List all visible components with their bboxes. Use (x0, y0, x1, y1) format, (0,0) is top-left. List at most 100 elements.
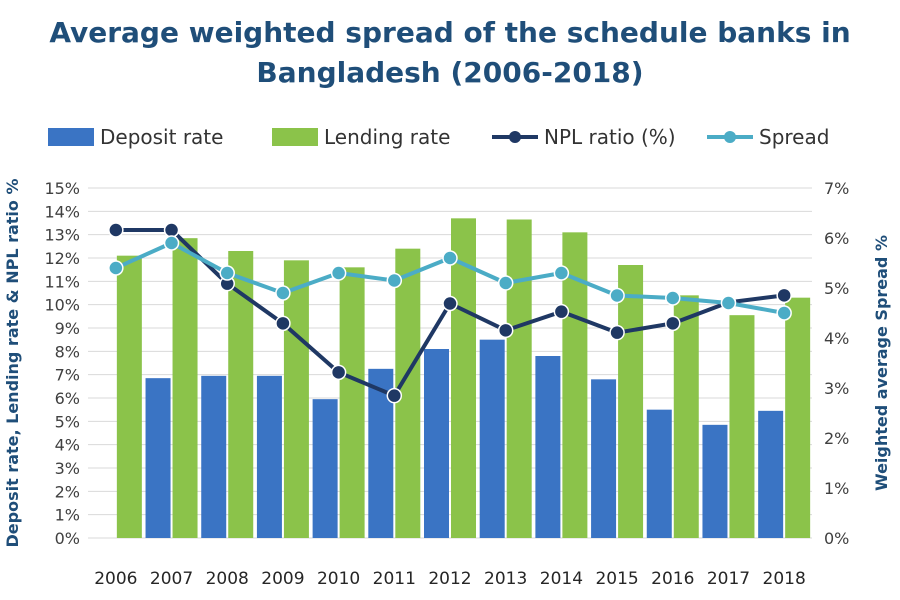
bar-deposit-rate-2014 (535, 356, 561, 538)
bar-deposit-rate-2017 (702, 424, 728, 538)
bar-deposit-rate-2010 (312, 399, 338, 538)
left-tick-label-7: 7% (55, 366, 80, 385)
bar-lending-rate-2018 (785, 297, 811, 538)
point-npl-ratio-2018 (776, 287, 792, 304)
bar-deposit-rate-2008 (201, 375, 227, 538)
legend-marker-npl-ratio (509, 131, 521, 143)
legend-marker-spread (724, 131, 736, 143)
point-npl-ratio-2009 (275, 315, 291, 332)
x-tick-label-2016: 2016 (651, 569, 694, 589)
bar-lending-rate-2016 (673, 295, 699, 538)
x-tick-label-2013: 2013 (484, 569, 527, 589)
legend-label-spread: Spread (759, 125, 829, 149)
chart-title-line-1: Average weighted spread of the schedule … (49, 16, 850, 49)
legend-entry-deposit-rate: Deposit rate (48, 125, 223, 149)
legend-swatch-lending-rate (272, 128, 318, 146)
point-npl-ratio-2015 (609, 324, 625, 341)
point-spread-2016 (665, 290, 681, 306)
x-tick-label-2010: 2010 (317, 569, 360, 589)
x-tick-label-2018: 2018 (763, 569, 806, 589)
point-spread-2006 (108, 260, 124, 276)
point-npl-ratio-2016 (665, 315, 681, 332)
left-tick-label-12: 12% (44, 249, 80, 268)
axis-titles: Deposit rate, Lending rate & NPL ratio %… (3, 178, 891, 547)
left-tick-label-11: 11% (44, 272, 80, 291)
bar-deposit-rate-2015 (591, 379, 617, 538)
left-tick-label-14: 14% (44, 202, 80, 221)
point-spread-2012 (442, 250, 458, 266)
left-tick-label-10: 10% (44, 296, 80, 315)
point-spread-2011 (386, 272, 403, 289)
legend-entry-spread: Spread (707, 125, 829, 149)
left-tick-label-4: 4% (55, 436, 80, 455)
legend-label-lending-rate: Lending rate (324, 125, 450, 149)
x-tick-label-2014: 2014 (540, 569, 583, 589)
bar-deposit-rate-2018 (758, 410, 784, 538)
bar-series (116, 218, 811, 539)
left-tick-label-2: 2% (55, 482, 80, 501)
left-tick-label-13: 13% (44, 226, 80, 245)
point-spread-2009 (275, 285, 291, 301)
legend-label-deposit-rate: Deposit rate (100, 125, 223, 149)
legend-swatch-deposit-rate (48, 128, 94, 146)
bar-lending-rate-2012 (451, 218, 476, 539)
point-npl-ratio-2007 (163, 222, 180, 238)
axis-ticks: 0% 1% 2% 3% 4% 5% 6% 7% 8% 9% 10% 11% 12% 13% 14% 15% 0%… (44, 179, 849, 589)
point-spread-2008 (219, 265, 235, 281)
point-npl-ratio-2010 (330, 364, 347, 381)
x-tick-label-2015: 2015 (595, 569, 638, 589)
right-tick-label-7: 7% (824, 179, 849, 198)
bar-lending-rate-2013 (506, 219, 532, 538)
point-spread-2013 (497, 275, 514, 291)
left-tick-label-9: 9% (55, 319, 80, 338)
bar-lending-rate-2007 (172, 238, 198, 538)
legend-label-npl-ratio: NPL ratio (%) (544, 125, 676, 149)
x-tick-label-2006: 2006 (94, 569, 137, 589)
left-tick-label-8: 8% (55, 342, 80, 361)
point-npl-ratio-2013 (497, 322, 514, 339)
point-spread-2015 (609, 287, 625, 304)
x-tick-label-2009: 2009 (261, 569, 304, 589)
point-npl-ratio-2006 (108, 222, 124, 238)
right-tick-label-1: 1% (824, 479, 849, 498)
right-tick-label-4: 4% (824, 329, 849, 348)
x-tick-label-2008: 2008 (206, 569, 249, 589)
x-tick-label-2017: 2017 (707, 569, 750, 589)
bar-lending-rate-2017 (729, 315, 755, 538)
x-tick-label-2007: 2007 (150, 569, 193, 589)
chart-title: Average weighted spread of the schedule … (49, 16, 850, 89)
right-tick-label-2: 2% (824, 429, 849, 448)
left-tick-label-1: 1% (55, 506, 80, 525)
left-tick-label-3: 3% (55, 459, 80, 478)
bar-lending-rate-2006 (116, 255, 142, 538)
x-tick-label-2012: 2012 (428, 569, 471, 589)
legend-entry-lending-rate: Lending rate (272, 125, 450, 149)
point-spread-2018 (776, 305, 792, 321)
right-tick-label-0: 0% (824, 529, 849, 548)
legend-entry-npl-ratio: NPL ratio (%) (492, 125, 676, 149)
point-npl-ratio-2014 (553, 303, 570, 320)
point-spread-2010 (330, 265, 347, 281)
bar-deposit-rate-2016 (646, 409, 672, 538)
legend: Deposit rate Lending rate NPL ratio (%) Spr… (48, 125, 829, 149)
point-npl-ratio-2012 (442, 295, 458, 312)
bar-deposit-rate-2013 (479, 339, 505, 538)
point-spread-2017 (720, 295, 737, 311)
left-tick-label-5: 5% (55, 412, 80, 431)
right-tick-label-5: 5% (824, 279, 849, 298)
left-axis-title: Deposit rate, Lending rate & NPL ratio % (3, 178, 22, 547)
bar-deposit-rate-2012 (424, 349, 449, 538)
x-tick-label-2011: 2011 (373, 569, 416, 589)
left-tick-label-6: 6% (55, 389, 80, 408)
bar-deposit-rate-2007 (145, 378, 171, 538)
bar-lending-rate-2009 (283, 260, 309, 538)
bar-lending-rate-2015 (618, 265, 644, 538)
right-tick-label-6: 6% (824, 229, 849, 248)
line-series (108, 222, 792, 404)
left-tick-label-15: 15% (44, 179, 80, 198)
chart-title-line-2: Bangladesh (2006-2018) (256, 56, 643, 89)
point-spread-2007 (163, 235, 180, 251)
point-spread-2014 (553, 265, 570, 281)
left-tick-label-0: 0% (55, 529, 80, 548)
